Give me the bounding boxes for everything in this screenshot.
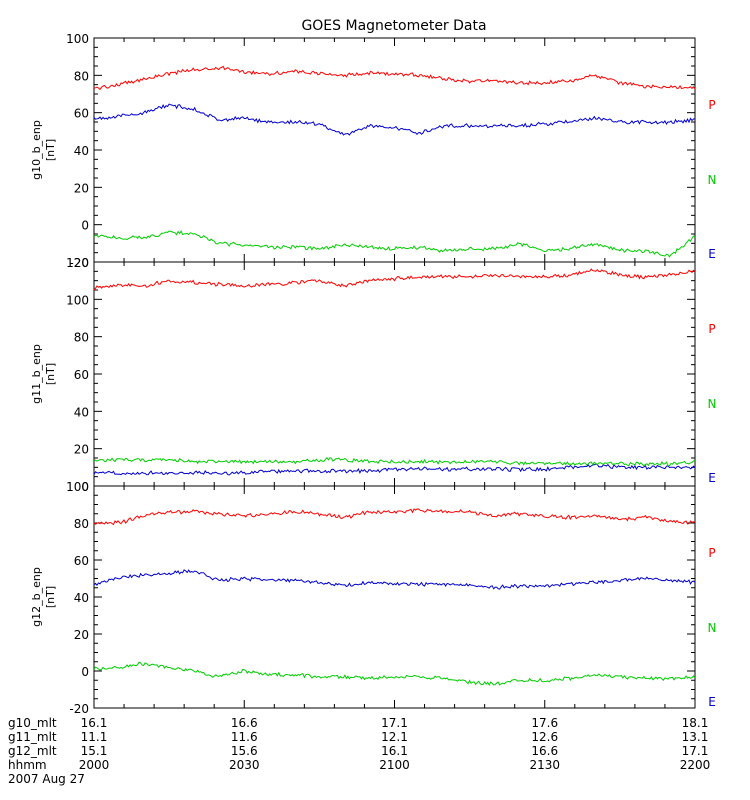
legend-N: N bbox=[708, 397, 717, 411]
series-N-line bbox=[93, 569, 696, 590]
x-row-label: g10_mlt bbox=[8, 716, 57, 730]
y-axis-label: g11_b_enp bbox=[30, 344, 43, 404]
legend-N: N bbox=[708, 621, 717, 635]
y-axis-units: [nT] bbox=[44, 139, 57, 161]
y-axis-units: [nT] bbox=[44, 586, 57, 608]
legend-P: P bbox=[708, 98, 715, 112]
panel-frame bbox=[93, 261, 696, 487]
series-N-line bbox=[93, 463, 696, 476]
x-tick-label: 17.1 bbox=[381, 716, 408, 730]
x-tick-label: 17.1 bbox=[682, 744, 709, 758]
y-tick-label: 0 bbox=[81, 665, 89, 679]
x-tick-label: 15.6 bbox=[231, 744, 258, 758]
y-tick-label: 100 bbox=[66, 293, 89, 307]
x-tick-label: 11.6 bbox=[231, 730, 258, 744]
series-E-line bbox=[93, 661, 696, 687]
x-tick-label: 16.6 bbox=[231, 716, 258, 730]
chart-title: GOES Magnetometer Data bbox=[301, 18, 486, 34]
series-P-line bbox=[93, 268, 696, 291]
x-tick-label: 12.6 bbox=[531, 730, 558, 744]
series-E-line bbox=[93, 230, 696, 258]
panel-1: 100 80 60 40 20 0 -20 g10_b_enp [nT] P N E bbox=[30, 32, 716, 270]
y-tick-label: 80 bbox=[74, 517, 89, 531]
y-axis-units: [nT] bbox=[44, 363, 57, 385]
x-tick-label: 13.1 bbox=[682, 730, 709, 744]
legend-P: P bbox=[708, 546, 715, 560]
y-axis-label: g12_b_enp bbox=[30, 567, 43, 627]
x-tick-label: 17.6 bbox=[531, 716, 558, 730]
y-tick-label: 120 bbox=[66, 256, 89, 270]
series-E-line bbox=[93, 456, 696, 467]
x-tick-label: 18.1 bbox=[682, 716, 709, 730]
y-tick-label: 60 bbox=[74, 107, 89, 121]
y-tick-label: 0 bbox=[81, 219, 89, 233]
x-tick-label: 2030 bbox=[229, 758, 260, 772]
date-label: 2007 Aug 27 bbox=[8, 772, 85, 786]
y-tick-label: -20 bbox=[69, 256, 89, 270]
series-P-line bbox=[93, 508, 696, 526]
y-tick-label: 20 bbox=[74, 628, 89, 642]
x-row-label: hhmm bbox=[8, 758, 47, 772]
x-tick-label: 11.1 bbox=[81, 730, 108, 744]
x-row-label: g12_mlt bbox=[8, 744, 57, 758]
x-tick-label: 16.6 bbox=[531, 744, 558, 758]
legend-E: E bbox=[708, 247, 716, 261]
x-tick-label: 2000 bbox=[79, 758, 110, 772]
x-tick-label: 15.1 bbox=[81, 744, 108, 758]
x-tick-label: 2100 bbox=[379, 758, 410, 772]
legend-E: E bbox=[708, 695, 716, 709]
panel-2: 120 100 80 60 40 20 0 g11_b_enp [nT] P N E bbox=[30, 256, 716, 494]
panel-3: 100 80 60 40 20 0 -20 g12_b_enp [nT] P N E bbox=[30, 480, 716, 716]
y-tick-label: 20 bbox=[74, 181, 89, 195]
x-tick-label: 12.1 bbox=[381, 730, 408, 744]
y-tick-label: 0 bbox=[81, 480, 89, 494]
y-tick-label: -20 bbox=[69, 702, 89, 716]
x-tick-label: 16.1 bbox=[381, 744, 408, 758]
legend-E: E bbox=[708, 471, 716, 485]
y-tick-label: 80 bbox=[74, 69, 89, 83]
y-axis-label: g10_b_enp bbox=[30, 120, 43, 180]
y-tick-label: 100 bbox=[66, 32, 89, 46]
y-tick-label: 80 bbox=[74, 331, 89, 345]
y-tick-label: 40 bbox=[74, 405, 89, 419]
series-N-line bbox=[93, 103, 696, 136]
y-tick-label: 100 bbox=[66, 480, 89, 494]
y-tick-label: 60 bbox=[74, 554, 89, 568]
y-tick-label: 40 bbox=[74, 591, 89, 605]
y-tick-label: 20 bbox=[74, 443, 89, 457]
series-P-line bbox=[93, 65, 696, 91]
x-row-label: g11_mlt bbox=[8, 730, 57, 744]
x-tick-label: 2200 bbox=[680, 758, 711, 772]
legend-N: N bbox=[708, 173, 717, 187]
y-tick-label: 40 bbox=[74, 144, 89, 158]
x-tick-label: 16.1 bbox=[81, 716, 108, 730]
y-tick-label: 60 bbox=[74, 368, 89, 382]
x-tick-label: 2130 bbox=[529, 758, 560, 772]
legend-P: P bbox=[708, 322, 715, 336]
